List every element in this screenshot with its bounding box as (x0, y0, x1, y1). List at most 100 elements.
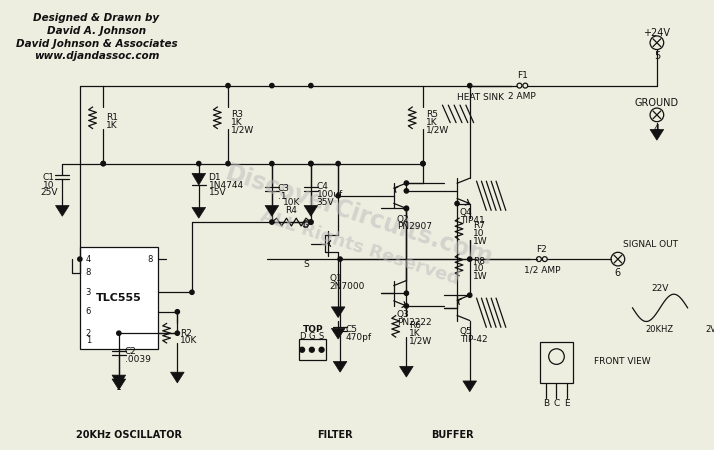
Circle shape (270, 83, 274, 88)
Circle shape (319, 347, 324, 352)
Text: 8: 8 (86, 268, 91, 277)
Text: C: C (553, 399, 560, 408)
Text: TIP-42: TIP-42 (460, 334, 488, 343)
Circle shape (421, 162, 425, 166)
Text: GROUND: GROUND (635, 98, 679, 108)
Text: 4: 4 (654, 123, 660, 134)
Text: 4: 4 (86, 255, 91, 264)
Text: www.djandassoc.com: www.djandassoc.com (34, 51, 159, 61)
Circle shape (455, 202, 459, 206)
Text: Q5: Q5 (460, 327, 473, 336)
Circle shape (308, 162, 313, 166)
Circle shape (196, 162, 201, 166)
Circle shape (226, 162, 230, 166)
Text: 25V: 25V (40, 189, 57, 198)
Text: B: B (543, 399, 549, 408)
Text: Designed & Drawn by: Designed & Drawn by (34, 14, 159, 23)
Text: 1/2W: 1/2W (231, 126, 254, 135)
Text: 1K: 1K (231, 118, 243, 127)
Text: 35V: 35V (317, 198, 334, 207)
Circle shape (308, 220, 313, 224)
Circle shape (404, 291, 408, 295)
Text: SIGNAL OUT: SIGNAL OUT (623, 240, 678, 249)
Text: +24V: +24V (643, 28, 670, 38)
Circle shape (270, 220, 274, 224)
Polygon shape (112, 375, 126, 386)
Text: .1: .1 (278, 192, 286, 201)
Bar (540, 342, 573, 383)
Text: 10: 10 (473, 229, 484, 238)
Circle shape (270, 162, 274, 166)
Text: 1/2 AMP: 1/2 AMP (523, 266, 560, 274)
Polygon shape (56, 206, 69, 216)
Text: TLC555: TLC555 (96, 293, 141, 303)
Text: G: G (302, 221, 309, 230)
Text: 1K: 1K (409, 328, 421, 338)
Polygon shape (304, 206, 318, 216)
Text: 470pf: 470pf (346, 333, 372, 342)
Text: 1/2W: 1/2W (409, 337, 433, 346)
Circle shape (309, 347, 314, 352)
Text: F2: F2 (536, 245, 547, 254)
Text: BUFFER: BUFFER (431, 430, 473, 440)
Circle shape (190, 290, 194, 294)
Text: C5: C5 (346, 325, 358, 334)
Circle shape (308, 162, 313, 166)
Circle shape (300, 347, 305, 352)
Text: 1W: 1W (473, 237, 487, 246)
Text: 6: 6 (615, 268, 621, 278)
Text: 1/2W: 1/2W (426, 126, 449, 135)
Polygon shape (331, 328, 345, 339)
Polygon shape (331, 307, 345, 318)
Circle shape (175, 310, 179, 314)
Text: Q2: Q2 (397, 215, 409, 224)
Circle shape (308, 83, 313, 88)
Bar (80, 248, 158, 349)
Text: TIP41: TIP41 (460, 216, 485, 225)
Text: D1: D1 (208, 173, 221, 182)
Circle shape (404, 206, 408, 211)
Text: C3: C3 (278, 184, 290, 194)
Text: 3: 3 (86, 288, 91, 297)
Circle shape (404, 189, 408, 193)
Text: Q3: Q3 (397, 310, 409, 319)
Circle shape (468, 293, 472, 297)
Text: 6: 6 (86, 307, 91, 316)
Text: 1W: 1W (473, 272, 487, 281)
Circle shape (468, 257, 472, 261)
Text: 2 AMP: 2 AMP (508, 92, 536, 101)
Text: ALL Rights Reserved: ALL Rights Reserved (258, 207, 461, 288)
Text: Q1: Q1 (329, 274, 342, 283)
Text: E: E (564, 399, 570, 408)
Text: 1: 1 (116, 383, 121, 392)
Text: 8: 8 (148, 255, 153, 264)
Text: 10K: 10K (180, 337, 198, 346)
Polygon shape (192, 207, 206, 218)
Text: R7: R7 (473, 221, 485, 230)
Text: FILTER: FILTER (318, 430, 353, 440)
Text: C1: C1 (43, 173, 55, 182)
Text: C4: C4 (317, 183, 328, 192)
Text: 20KHz OSCILLATOR: 20KHz OSCILLATOR (76, 430, 181, 440)
Circle shape (116, 331, 121, 335)
Polygon shape (112, 379, 126, 390)
Text: PN2907: PN2907 (397, 222, 432, 231)
Text: D: D (299, 332, 306, 341)
Text: 5: 5 (654, 51, 660, 61)
Text: R2: R2 (180, 328, 192, 338)
Circle shape (78, 257, 82, 261)
Text: FRONT VIEW: FRONT VIEW (593, 357, 650, 366)
Circle shape (308, 220, 313, 224)
Text: 15V: 15V (208, 189, 226, 198)
Text: 1K: 1K (106, 121, 118, 130)
Text: 2V: 2V (705, 325, 714, 334)
Circle shape (336, 194, 341, 198)
Text: 2: 2 (86, 328, 91, 338)
Text: Q4: Q4 (460, 208, 473, 217)
Circle shape (101, 162, 106, 166)
Text: R5: R5 (426, 110, 438, 119)
Text: 10K: 10K (283, 198, 300, 207)
Circle shape (468, 83, 472, 88)
Circle shape (338, 257, 342, 261)
Text: 20KHZ: 20KHZ (645, 325, 674, 334)
